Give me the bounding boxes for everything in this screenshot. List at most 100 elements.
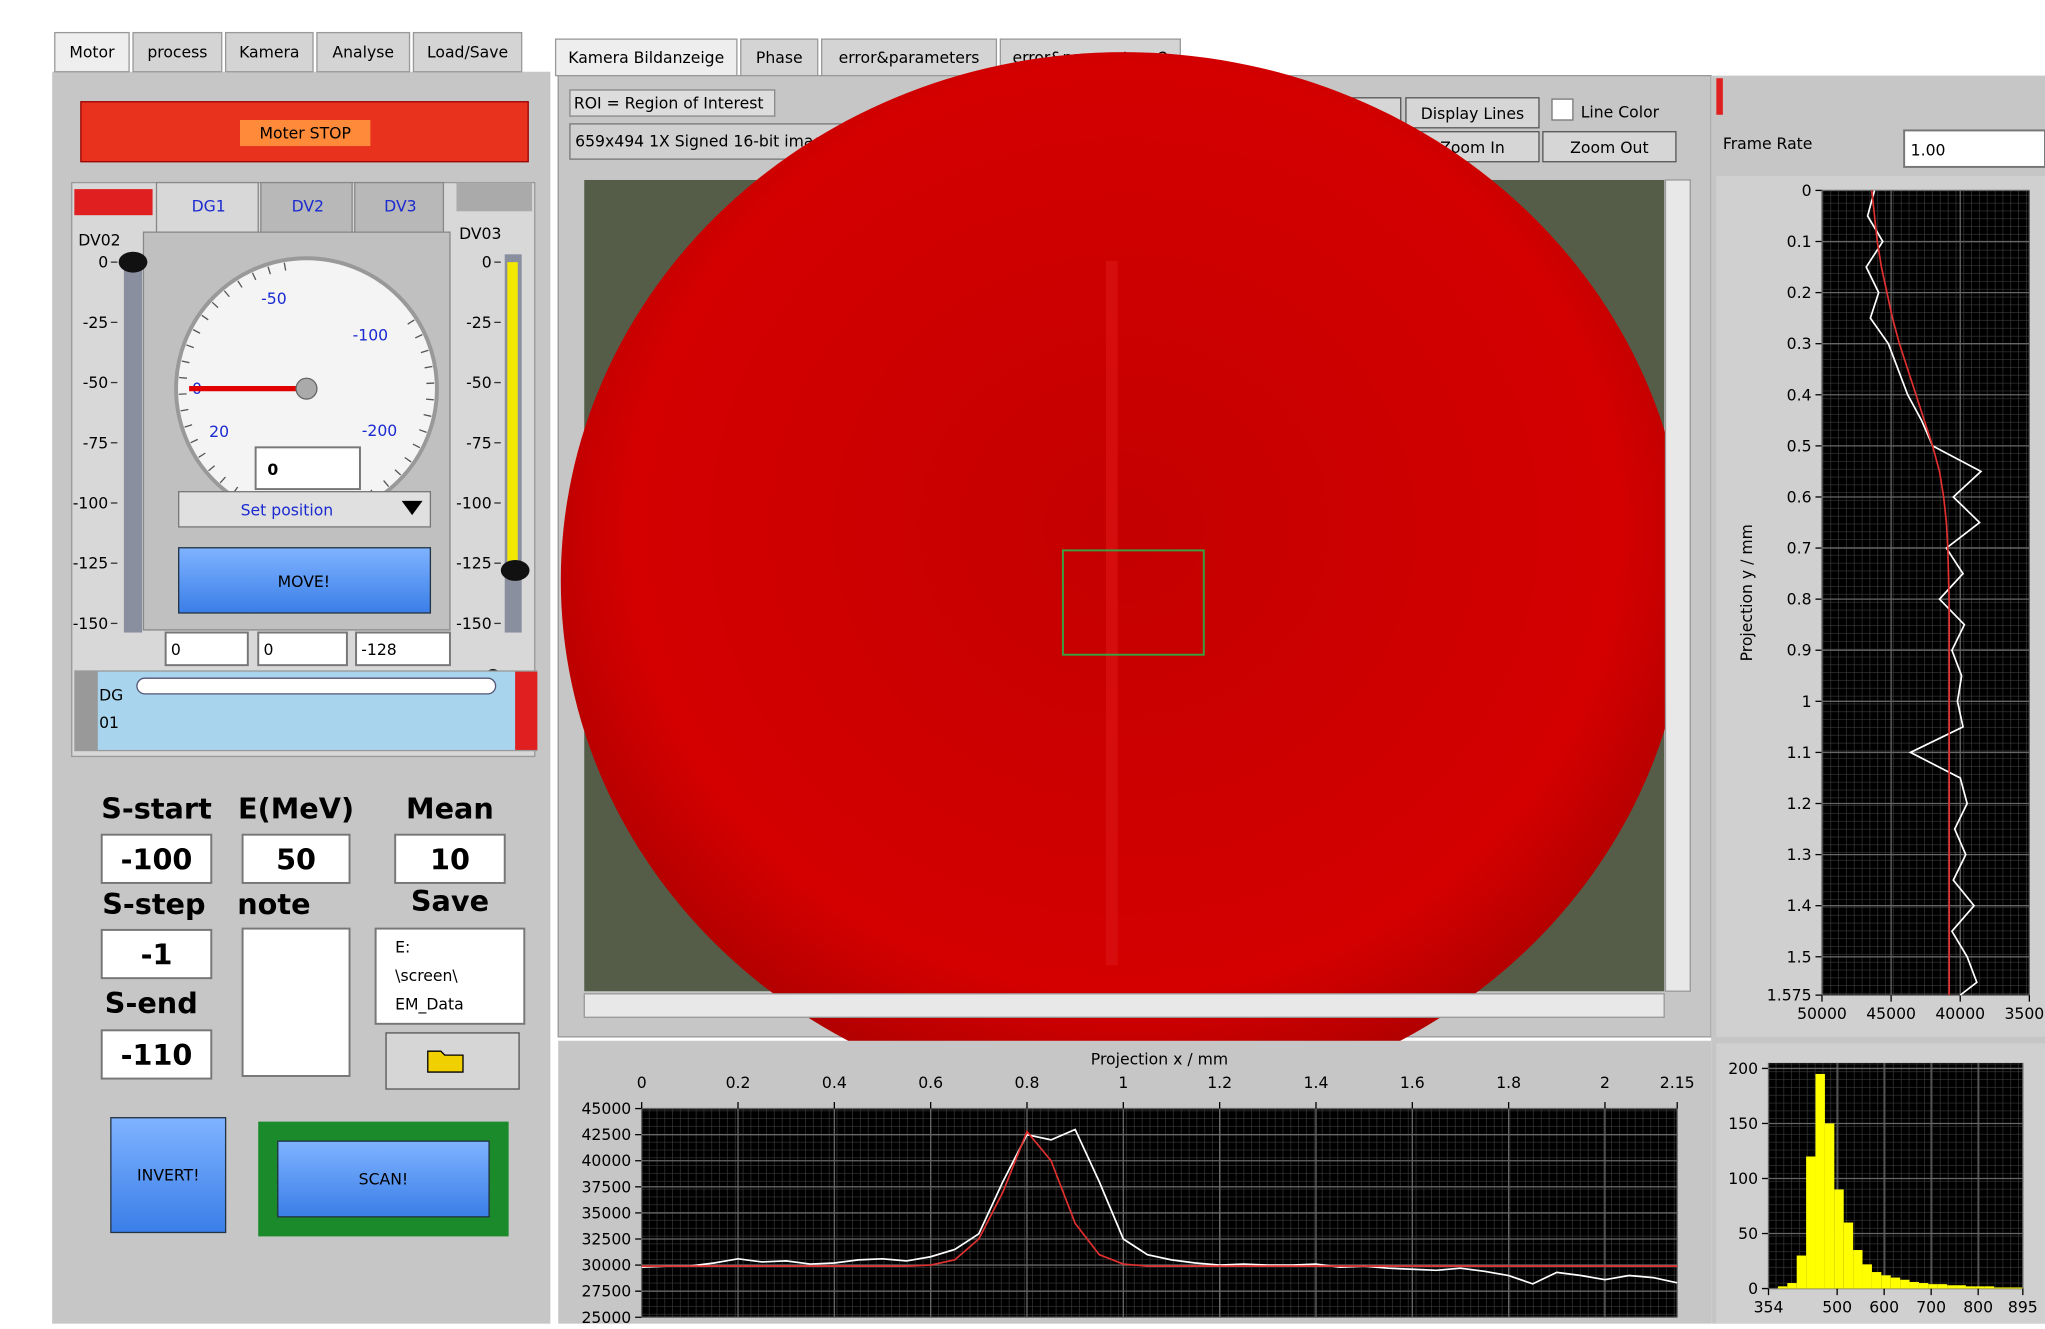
slider-tick-label: 0 xyxy=(482,253,492,272)
note-field[interactable] xyxy=(243,929,350,1076)
hist-bar xyxy=(1919,1283,1928,1289)
y-tick-label: 1.3 xyxy=(1787,845,1812,864)
y-tick-label: 50 xyxy=(1738,1224,1758,1243)
gauge-label: -100 xyxy=(353,326,389,345)
hist-bar xyxy=(1816,1074,1825,1289)
save-path: E: xyxy=(395,937,410,956)
position-value: 0 xyxy=(263,640,273,659)
x-tick-label: 700 xyxy=(1916,1297,1946,1316)
camera-button-label: Zoom Out xyxy=(1570,138,1648,157)
tab-label: process xyxy=(147,43,207,62)
slider-tick-label: -125 xyxy=(456,554,492,573)
x-tick-label: 1.6 xyxy=(1400,1073,1425,1092)
gauge-display-value: 0 xyxy=(267,460,278,479)
slider-tick-label: -100 xyxy=(456,493,492,512)
x-tick-label: 895 xyxy=(2008,1297,2038,1316)
dg-tab-label: DG1 xyxy=(192,197,226,216)
h-scrollbar[interactable] xyxy=(584,994,1664,1017)
tab-label: Motor xyxy=(69,43,115,62)
slider-knob[interactable] xyxy=(119,252,148,273)
tab-label: Analyse xyxy=(332,43,394,62)
scan-label: E(MeV) xyxy=(238,792,354,826)
slider-tick-label: -150 xyxy=(456,614,492,633)
scan-label: Mean xyxy=(406,792,494,826)
y-tick-label: 150 xyxy=(1728,1114,1758,1133)
position-value: 0 xyxy=(171,640,181,659)
cap xyxy=(456,183,532,212)
y-tick-label: 0.1 xyxy=(1787,232,1812,251)
slider-tick-label: -75 xyxy=(83,433,109,452)
hist-bar xyxy=(1853,1250,1862,1289)
invert-label: INVERT! xyxy=(137,1166,199,1185)
hist-bar xyxy=(1825,1123,1834,1288)
image-beam xyxy=(561,52,1688,1108)
y-tick-label: 35000 xyxy=(581,1203,631,1222)
hist-bar xyxy=(1985,1286,1994,1288)
dv03-label: DV03 xyxy=(459,224,501,243)
y-tick-label: 1.575 xyxy=(1767,986,1812,1005)
scan-label: S-step xyxy=(102,887,205,921)
dv02-label: DV02 xyxy=(78,230,120,249)
slider-tick-label: 0 xyxy=(98,253,108,272)
dg01-label: 01 xyxy=(99,713,119,732)
dg-tab-label: DV2 xyxy=(292,197,324,216)
dg01-led xyxy=(515,672,537,750)
led xyxy=(74,189,152,215)
hist-bar xyxy=(1872,1272,1881,1289)
slider-knob[interactable] xyxy=(501,560,530,581)
hist-bar xyxy=(1806,1156,1815,1288)
slider-tick-label: -150 xyxy=(73,614,109,633)
y-tick-label: 25000 xyxy=(581,1308,631,1324)
gauge-label: -200 xyxy=(362,421,398,440)
y-tick-label: 0.3 xyxy=(1787,334,1812,353)
hist-bar xyxy=(1928,1284,1937,1288)
y-tick-label: 30000 xyxy=(581,1256,631,1275)
y-tick-label: 42500 xyxy=(581,1125,631,1144)
hist-bar xyxy=(1863,1264,1872,1288)
y-tick-label: 1.4 xyxy=(1787,896,1812,915)
x-tick-label: 35000 xyxy=(2004,1004,2045,1023)
x-tick-label: 1.2 xyxy=(1207,1073,1232,1092)
slider-tick-label: -25 xyxy=(83,313,109,332)
hist-bar xyxy=(1834,1190,1843,1289)
y-tick-label: 0.5 xyxy=(1787,436,1812,455)
x-tick-label: 500 xyxy=(1822,1297,1852,1316)
y-tick-label: 200 xyxy=(1728,1059,1758,1078)
move-label: MOVE! xyxy=(278,572,330,591)
y-tick-label: 0.7 xyxy=(1787,539,1812,558)
slider-tick-label: -75 xyxy=(466,433,492,452)
position-value: -128 xyxy=(361,640,397,659)
status-led xyxy=(1716,78,1723,115)
set-position-label: Set position xyxy=(241,500,334,519)
dg-tab-label: DV3 xyxy=(384,197,416,216)
slider-tick-label: -125 xyxy=(73,554,109,573)
tab-label: error&parameters xyxy=(839,48,980,67)
plot-area xyxy=(1822,190,2029,995)
x-tick-label: 1 xyxy=(1118,1073,1128,1092)
screen: MotorprocessKameraAnalyseLoad/Save Moter… xyxy=(0,0,2045,1324)
y-tick-label: 100 xyxy=(1728,1169,1758,1188)
y-tick-label: 0 xyxy=(1802,181,1812,200)
hist-bar xyxy=(1910,1282,1919,1289)
y-tick-label: 0 xyxy=(1748,1279,1758,1298)
x-tick-label: 0.4 xyxy=(822,1073,847,1092)
v-scrollbar[interactable] xyxy=(1665,180,1690,991)
save-path: \screen\ xyxy=(395,966,458,985)
y-tick-label: 0.8 xyxy=(1787,590,1812,609)
line-color-checkbox[interactable] xyxy=(1552,99,1573,120)
hist-bar xyxy=(1891,1278,1900,1289)
camera-button-label: Display Lines xyxy=(1421,104,1524,123)
x-tick-label: 1.8 xyxy=(1496,1073,1521,1092)
x-tick-label: 0.6 xyxy=(918,1073,943,1092)
hist-bar xyxy=(1947,1285,1956,1288)
hist-bar xyxy=(1900,1280,1909,1289)
x-tick-label: 0.8 xyxy=(1015,1073,1040,1092)
scan-value: -110 xyxy=(121,1038,193,1072)
scan-value: -100 xyxy=(121,842,193,876)
ui: MotorprocessKameraAnalyseLoad/Save Moter… xyxy=(0,0,2045,1324)
y-tick-label: 1.1 xyxy=(1787,743,1812,762)
x-tick-label: 45000 xyxy=(1866,1004,1916,1023)
slider-fill xyxy=(507,262,517,570)
scan-value: -1 xyxy=(141,938,173,972)
x-tick-label: 40000 xyxy=(1935,1004,1985,1023)
